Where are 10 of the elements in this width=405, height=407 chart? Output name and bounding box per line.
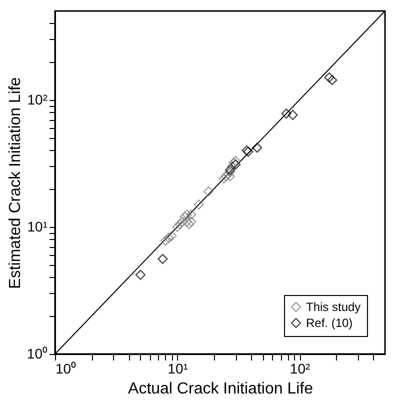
x-axis-title: Actual Crack Initiation Life xyxy=(128,380,314,398)
x-tick-label: 10¹ xyxy=(168,360,188,376)
y-tick-label: 10¹ xyxy=(27,218,48,234)
x-tick-label: 10⁰ xyxy=(56,360,76,376)
y-tick-label: 10² xyxy=(27,91,48,108)
legend-label: This study xyxy=(306,300,361,314)
x-tick-label: 10² xyxy=(290,360,310,376)
y-tick-label: 10⁰ xyxy=(26,346,48,362)
y-axis-title: Estimated Crack Initiation Life xyxy=(6,77,24,289)
legend-label: Ref. (10) xyxy=(306,316,353,330)
